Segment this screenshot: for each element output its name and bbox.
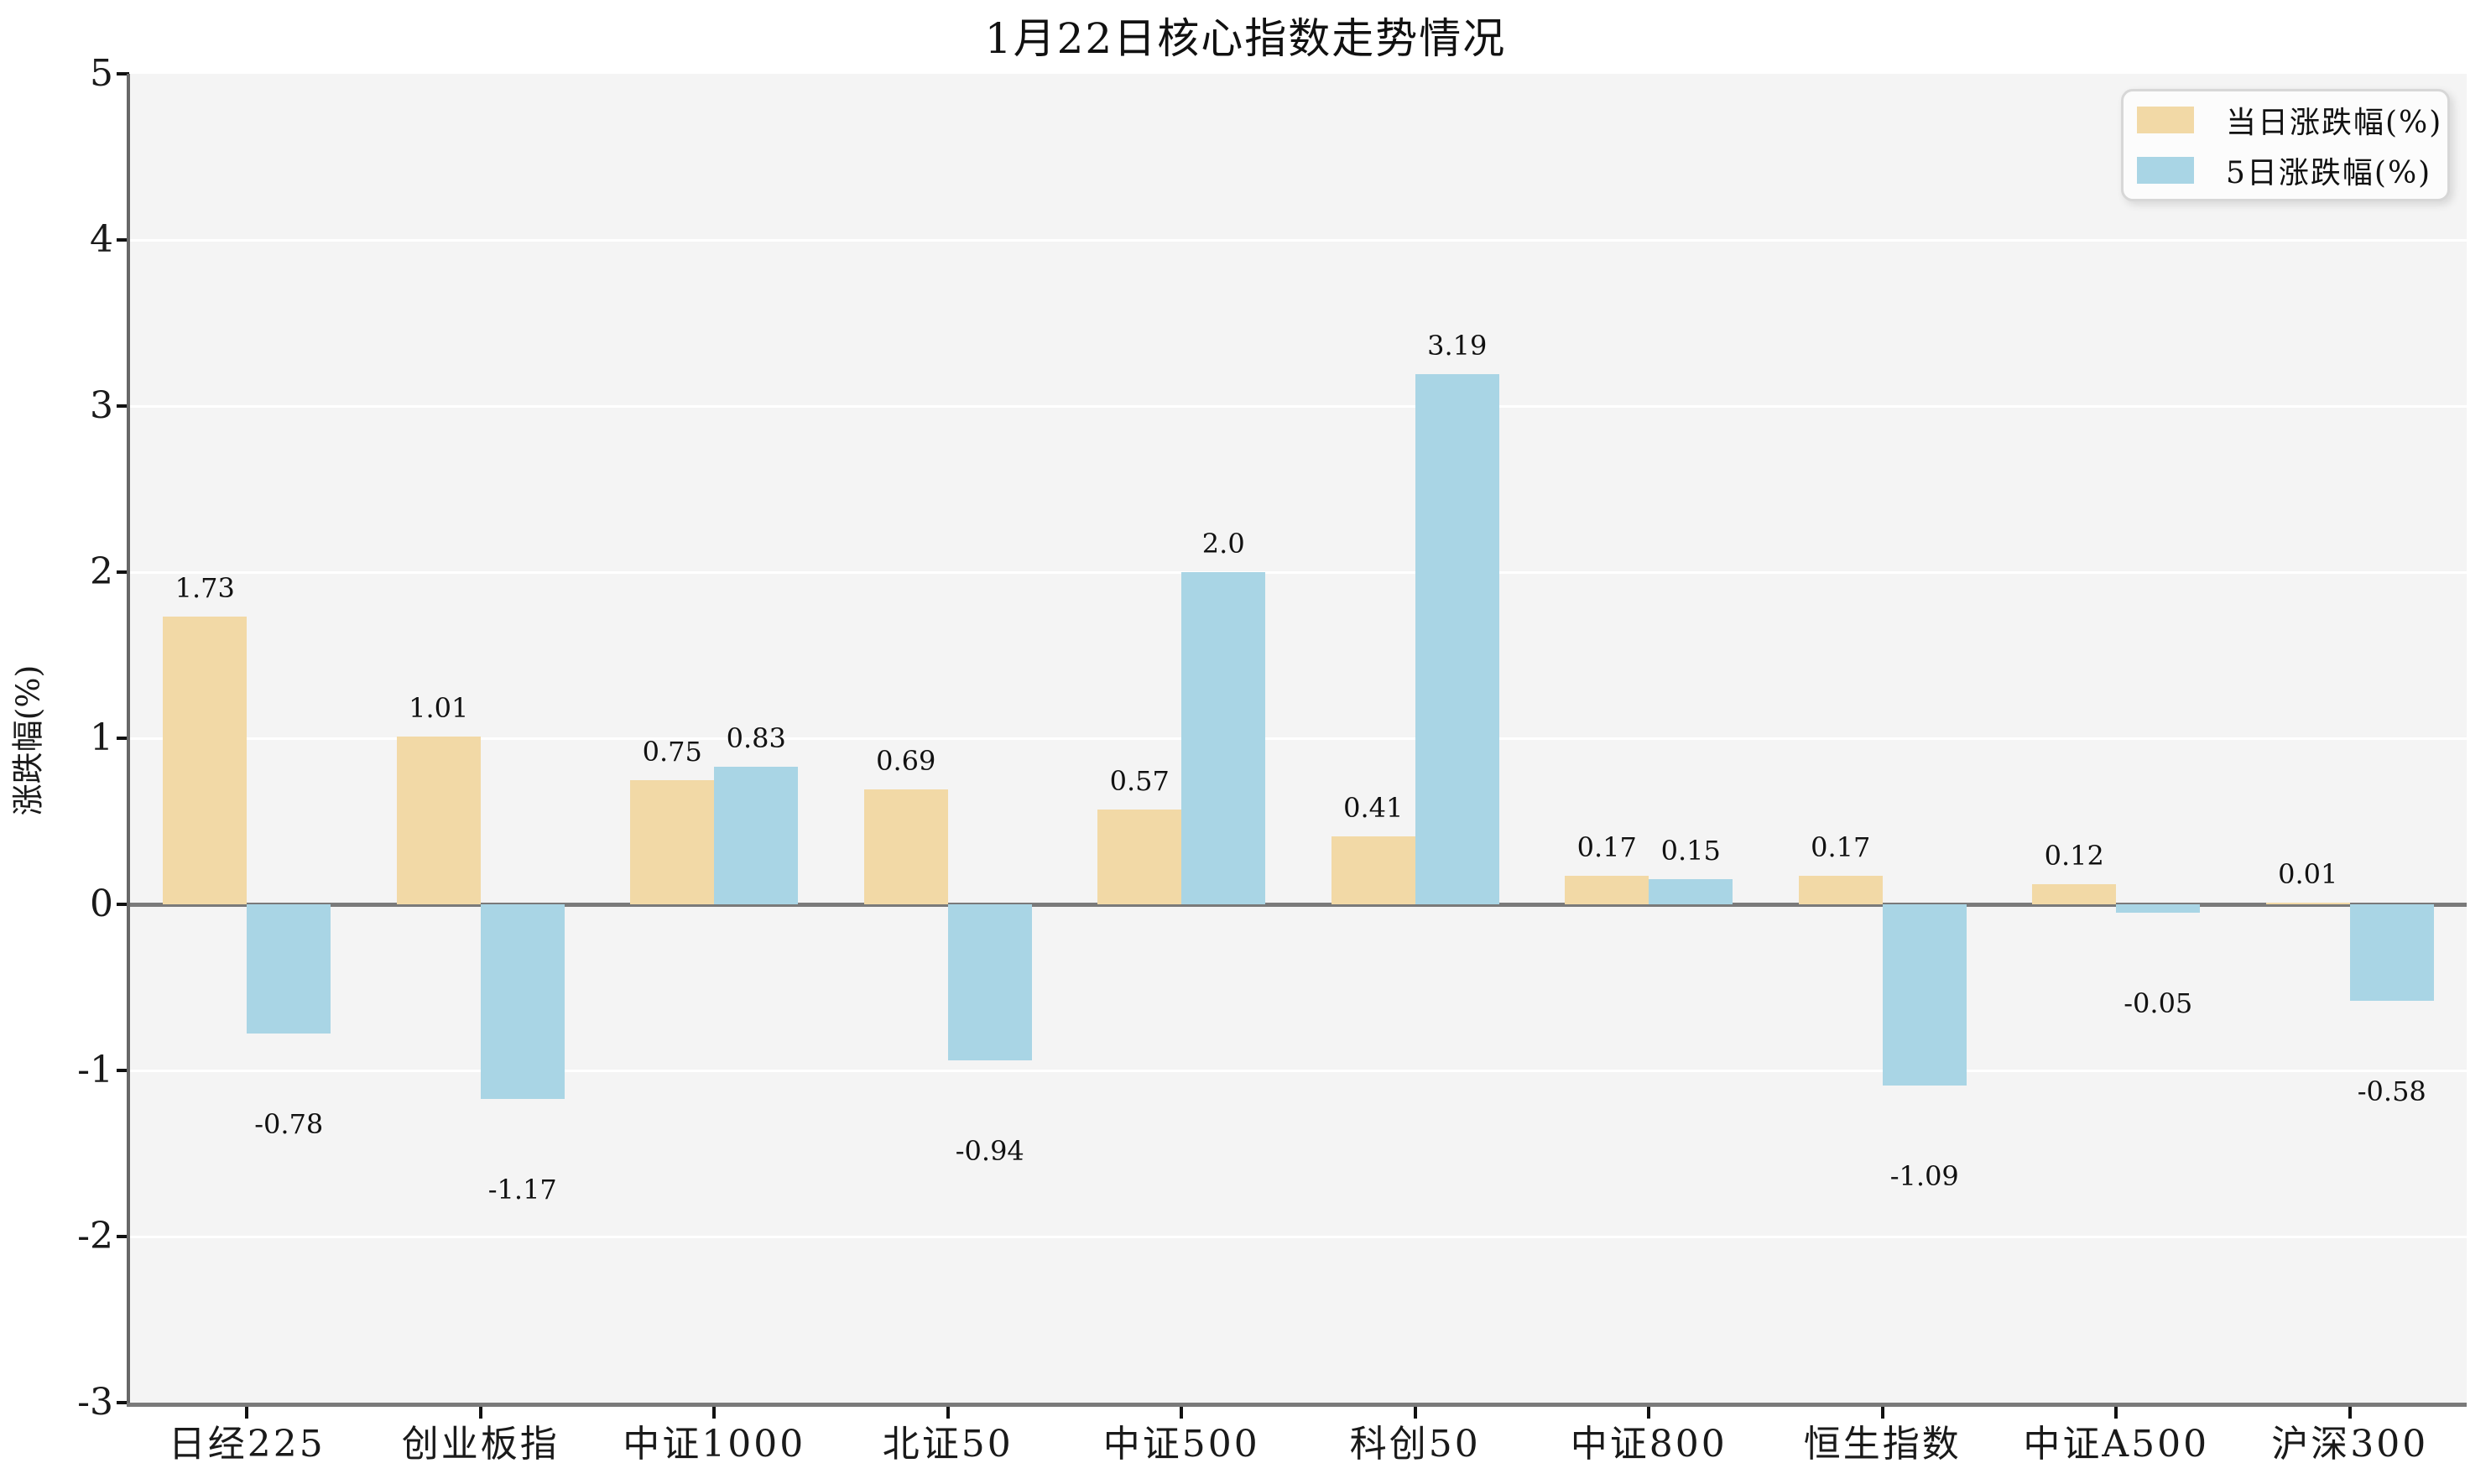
bar-5day <box>1181 572 1266 904</box>
y-tick-label: 5 <box>90 52 113 95</box>
bar-value-label: 0.12 <box>2044 840 2104 872</box>
y-tick-label: -1 <box>77 1049 113 1091</box>
legend-entry-5day: 5日涨跌幅(%) <box>2137 148 2447 192</box>
bar-value-label: 3.19 <box>1427 330 1488 362</box>
bar-daily <box>2032 884 2117 904</box>
bar-daily <box>863 789 948 904</box>
bar-daily <box>163 617 248 904</box>
bar-5day <box>480 904 565 1099</box>
legend-box: 当日涨跌幅(%) 5日涨跌幅(%) <box>2121 89 2450 201</box>
zero-axis-line <box>130 902 2467 907</box>
bar-value-label: 0.57 <box>1109 765 1170 798</box>
y-tick-label: 4 <box>90 218 113 261</box>
x-tick-mark <box>2114 1405 2118 1419</box>
bar-daily <box>1331 836 1415 904</box>
x-tick-mark <box>478 1405 482 1419</box>
bar-5day <box>1649 879 1733 904</box>
x-tick-label: 创业板指 <box>401 1423 560 1466</box>
x-tick-label: 沪深300 <box>2271 1423 2429 1466</box>
y-tick-mark <box>117 570 129 574</box>
bar-value-label: 0.17 <box>1811 831 1871 864</box>
legend-label-daily: 当日涨跌幅(%) <box>2226 106 2443 140</box>
x-tick-mark <box>1413 1405 1417 1419</box>
x-axis-spine <box>127 1403 2467 1407</box>
gridline <box>130 238 2467 242</box>
y-tick-mark <box>117 1069 129 1072</box>
bar-5day <box>2116 904 2201 913</box>
bar-5day <box>247 904 331 1034</box>
bar-5day <box>947 904 1032 1061</box>
x-tick-mark <box>245 1405 249 1419</box>
x-tick-mark <box>946 1405 950 1419</box>
y-tick-label: -3 <box>77 1381 113 1424</box>
bar-value-label: -1.09 <box>1889 1159 1959 1192</box>
chart-title: 1月22日核心指数走势情况 <box>984 14 1507 63</box>
bar-5day <box>714 766 799 904</box>
daily-series-swatch-icon <box>2137 107 2194 133</box>
y-tick-mark <box>117 72 129 76</box>
bar-value-label: 0.15 <box>1660 835 1721 867</box>
gridline <box>130 737 2467 740</box>
y-axis-title: 涨跌幅(%) <box>9 664 47 816</box>
x-tick-label: 恒生指数 <box>1803 1423 1962 1466</box>
y-tick-label: 2 <box>90 550 113 593</box>
y-tick-mark <box>117 1235 129 1238</box>
y-tick-mark <box>117 903 129 906</box>
bar-value-label: 0.75 <box>642 735 702 768</box>
bar-daily <box>2265 903 2350 904</box>
x-tick-label: 中证800 <box>1570 1423 1728 1466</box>
bar-value-label: 0.83 <box>726 721 786 754</box>
x-tick-mark <box>2348 1405 2352 1419</box>
bar-value-label: -0.94 <box>955 1135 1024 1168</box>
legend-entry-daily: 当日涨跌幅(%) <box>2137 98 2447 142</box>
bar-daily <box>396 737 481 904</box>
legend-label-5day: 5日涨跌幅(%) <box>2226 156 2432 190</box>
bar-value-label: -0.78 <box>254 1108 324 1141</box>
bar-value-label: -0.58 <box>2357 1075 2426 1107</box>
bar-value-label: 1.01 <box>409 692 469 725</box>
gridline <box>130 570 2467 574</box>
y-tick-mark <box>117 737 129 740</box>
bar-value-label: -1.17 <box>487 1173 557 1205</box>
bar-5day <box>2349 904 2434 1001</box>
y-tick-mark <box>117 1401 129 1404</box>
bar-daily <box>1798 876 1883 904</box>
y-tick-label: -2 <box>77 1215 113 1257</box>
gridline <box>130 1235 2467 1238</box>
bar-value-label: 0.17 <box>1576 831 1637 864</box>
bar-daily <box>1097 810 1182 904</box>
bar-value-label: 1.73 <box>175 572 235 605</box>
bar-daily <box>1565 876 1649 904</box>
bar-daily <box>630 779 715 904</box>
y-tick-label: 1 <box>90 716 113 759</box>
x-tick-label: 中证A500 <box>2023 1423 2210 1466</box>
x-tick-label: 日经225 <box>168 1423 326 1466</box>
gridline <box>130 1069 2467 1072</box>
y-tick-label: 3 <box>90 384 113 427</box>
bar-5day <box>1415 374 1499 904</box>
x-tick-mark <box>1647 1405 1651 1419</box>
y-tick-mark <box>117 404 129 408</box>
bar-value-label: 0.69 <box>876 745 936 778</box>
bar-5day <box>1882 904 1967 1086</box>
x-tick-label: 中证500 <box>1102 1423 1260 1466</box>
y-tick-label: 0 <box>90 883 113 925</box>
x-tick-label: 北证50 <box>882 1423 1014 1466</box>
x-tick-mark <box>1880 1405 1884 1419</box>
gridline <box>130 404 2467 408</box>
x-tick-label: 中证1000 <box>623 1423 806 1466</box>
x-tick-mark <box>1180 1405 1184 1419</box>
y-axis-spine <box>127 74 130 1407</box>
bar-value-label: 2.0 <box>1201 528 1245 560</box>
five-day-series-swatch-icon <box>2137 157 2194 184</box>
x-tick-mark <box>712 1405 717 1419</box>
y-tick-mark <box>117 238 129 242</box>
bar-value-label: 0.41 <box>1343 791 1404 824</box>
bar-value-label: 0.01 <box>2278 858 2338 891</box>
bar-value-label: -0.05 <box>2124 987 2193 1019</box>
x-tick-label: 科创50 <box>1349 1423 1481 1466</box>
